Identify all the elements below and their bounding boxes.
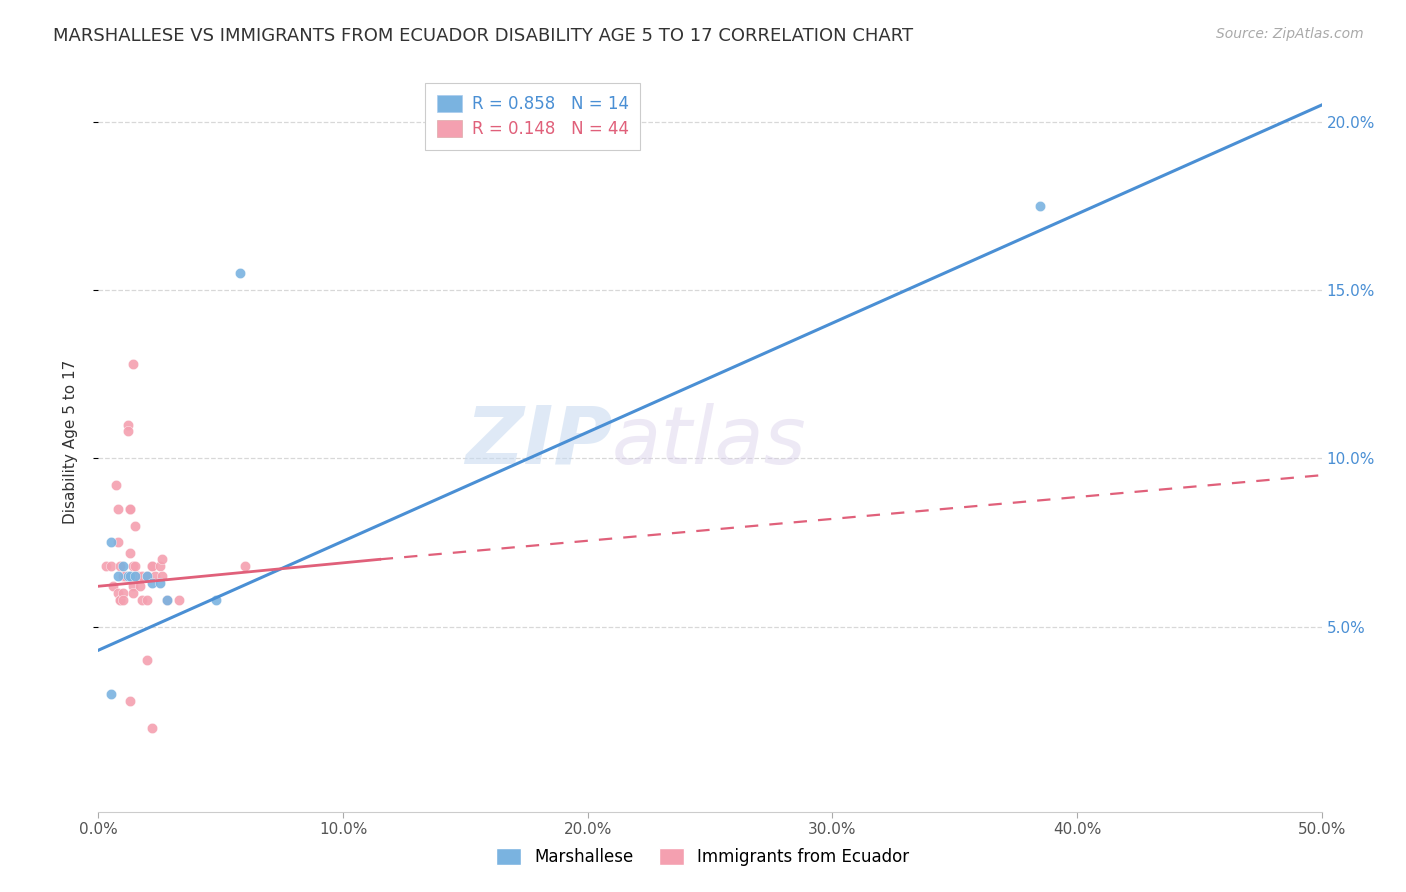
Point xyxy=(131,569,153,583)
Legend: R = 0.858   N = 14, R = 0.148   N = 44: R = 0.858 N = 14, R = 0.148 N = 44 xyxy=(425,83,640,150)
Point xyxy=(111,559,134,574)
Point xyxy=(100,559,122,574)
Point xyxy=(120,694,142,708)
Point xyxy=(94,559,117,574)
Point xyxy=(111,586,134,600)
Point xyxy=(136,592,159,607)
Point xyxy=(124,569,146,583)
Point xyxy=(141,559,163,574)
Point xyxy=(104,478,127,492)
Point xyxy=(205,592,228,607)
Point xyxy=(149,559,172,574)
Point xyxy=(111,569,134,583)
Point xyxy=(110,559,132,574)
Point xyxy=(233,559,256,574)
Point xyxy=(121,579,143,593)
Point xyxy=(143,569,166,583)
Point xyxy=(136,653,159,667)
Point xyxy=(167,592,190,607)
Point xyxy=(121,586,143,600)
Point xyxy=(120,501,142,516)
Point xyxy=(110,592,132,607)
Point xyxy=(131,592,153,607)
Point xyxy=(111,592,134,607)
Point xyxy=(121,357,143,371)
Point xyxy=(120,569,142,583)
Point xyxy=(100,687,122,701)
Point xyxy=(136,569,159,583)
Point xyxy=(1029,199,1052,213)
Point xyxy=(101,579,124,593)
Point xyxy=(129,579,152,593)
Point xyxy=(107,535,129,549)
Point xyxy=(150,569,173,583)
Point xyxy=(117,425,139,439)
Text: ZIP: ZIP xyxy=(465,402,612,481)
Point xyxy=(117,417,139,432)
Point xyxy=(156,592,179,607)
Point xyxy=(127,569,149,583)
Point xyxy=(124,559,146,574)
Point xyxy=(107,501,129,516)
Y-axis label: Disability Age 5 to 17: Disability Age 5 to 17 xyxy=(63,359,77,524)
Point xyxy=(124,518,146,533)
Point xyxy=(110,592,132,607)
Legend: Marshallese, Immigrants from Ecuador: Marshallese, Immigrants from Ecuador xyxy=(489,841,917,873)
Point xyxy=(141,721,163,735)
Point xyxy=(107,569,129,583)
Text: Source: ZipAtlas.com: Source: ZipAtlas.com xyxy=(1216,27,1364,41)
Text: MARSHALLESE VS IMMIGRANTS FROM ECUADOR DISABILITY AGE 5 TO 17 CORRELATION CHART: MARSHALLESE VS IMMIGRANTS FROM ECUADOR D… xyxy=(53,27,914,45)
Point xyxy=(124,569,146,583)
Point xyxy=(141,559,163,574)
Text: atlas: atlas xyxy=(612,402,807,481)
Point xyxy=(120,501,142,516)
Point xyxy=(156,592,179,607)
Point xyxy=(229,266,252,280)
Point xyxy=(150,552,173,566)
Point xyxy=(117,569,139,583)
Point xyxy=(149,575,172,590)
Point xyxy=(136,569,159,583)
Point xyxy=(114,569,136,583)
Point xyxy=(121,559,143,574)
Point xyxy=(100,535,122,549)
Point xyxy=(107,586,129,600)
Point xyxy=(141,575,163,590)
Point xyxy=(120,546,142,560)
